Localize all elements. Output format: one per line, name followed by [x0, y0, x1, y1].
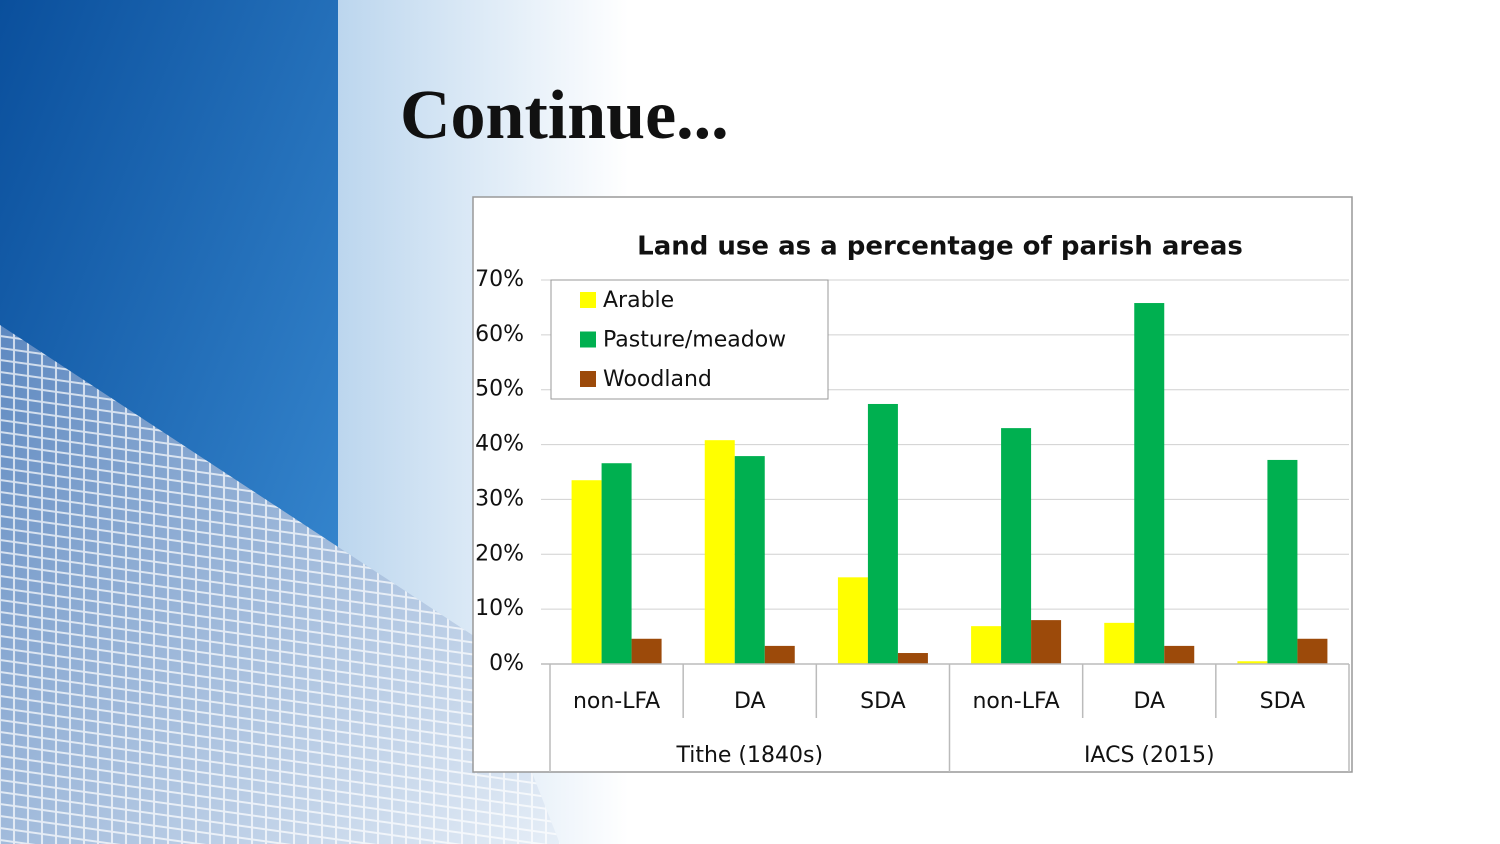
bar	[837, 577, 868, 664]
bar	[601, 463, 632, 664]
bar	[1164, 645, 1195, 664]
bar	[1134, 303, 1165, 664]
y-tick-label: 30%	[475, 486, 524, 511]
y-tick-label: 10%	[475, 596, 524, 621]
x-tick-label: DA	[1133, 689, 1165, 714]
chart-title: Land use as a percentage of parish areas	[637, 232, 1243, 262]
y-tick-label: 20%	[475, 541, 524, 566]
bar	[1104, 622, 1135, 664]
group-label: Tithe (1840s)	[675, 743, 823, 768]
y-tick-label: 40%	[475, 432, 524, 457]
group-label: IACS (2015)	[1084, 743, 1215, 768]
bar	[734, 456, 765, 664]
y-tick-label: 70%	[475, 267, 524, 292]
legend-swatch	[580, 331, 596, 348]
building-windows	[0, 325, 560, 844]
legend-label: Pasture/meadow	[603, 328, 786, 353]
bar	[631, 638, 662, 664]
y-tick-label: 50%	[475, 377, 524, 402]
bar	[571, 480, 602, 664]
x-tick-label: non-LFA	[972, 689, 1059, 714]
legend-swatch	[580, 371, 596, 387]
bar	[764, 645, 795, 664]
legend-box	[550, 279, 829, 400]
x-tick-label: DA	[734, 689, 766, 714]
legend-label: Woodland	[603, 367, 712, 392]
x-tick-label: non-LFA	[573, 689, 660, 714]
bar	[1031, 620, 1062, 664]
bar	[704, 440, 735, 664]
y-tick-label: 0%	[489, 651, 524, 676]
x-tick-label: SDA	[860, 689, 906, 714]
bar	[867, 403, 898, 664]
y-tick-label: 60%	[475, 322, 524, 347]
bar	[1267, 459, 1298, 664]
legend-swatch	[580, 292, 596, 308]
bar	[971, 626, 1002, 664]
bar	[1001, 428, 1032, 664]
bar	[1237, 661, 1268, 664]
x-tick-label: SDA	[1260, 689, 1306, 714]
slide-title: Continue...	[400, 77, 729, 154]
legend-label: Arable	[603, 288, 674, 313]
bar	[897, 653, 928, 664]
bar	[1297, 638, 1328, 664]
